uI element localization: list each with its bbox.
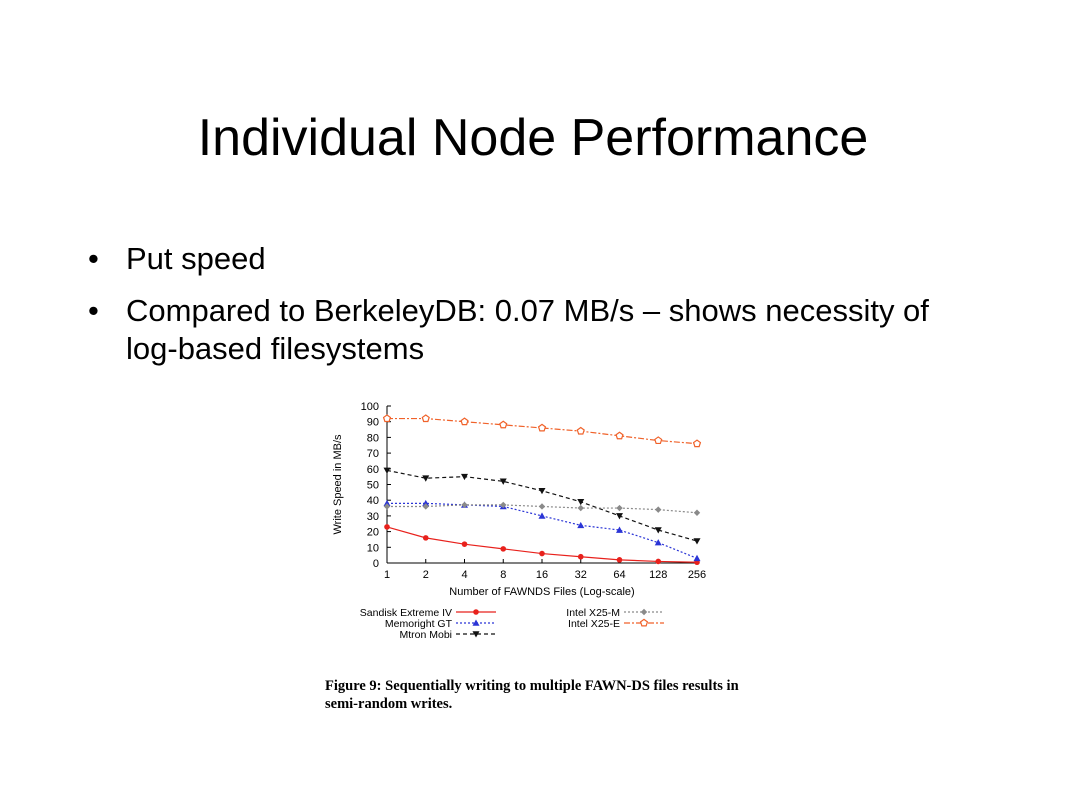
data-point-intel-x25-e [692, 439, 702, 448]
y-tick-label: 60 [367, 464, 379, 476]
data-point-sandisk-extreme-iv [577, 553, 584, 560]
series-line-intel-x25-e [387, 417, 698, 445]
y-tick-label: 0 [373, 558, 379, 570]
data-point-mtron-mobi [499, 478, 507, 485]
y-tick-label: 40 [367, 495, 379, 507]
legend-marker-intel-x25-m [640, 608, 648, 616]
data-point-memoright-gt [616, 526, 623, 533]
write-speed-chart: 0 10 20 30 40 50 60 70 80 90 100 1 2 4 8 16 32 64 128 256 Nu… [332, 401, 706, 641]
data-point-memoright-gt [422, 499, 430, 507]
data-point-intel-x25-m [383, 503, 391, 510]
y-tick-label: 30 [367, 511, 379, 523]
x-tick-label: 16 [536, 569, 548, 581]
legend-marker-intel-x25-e [639, 618, 649, 627]
x-tick-label: 8 [500, 569, 506, 581]
legend-label-sandisk-extreme-iv: Sandisk Extreme IV [360, 607, 452, 619]
y-axis-label: Write Speed in MB/s [332, 434, 344, 535]
data-point-intel-x25-e [460, 417, 469, 426]
data-point-sandisk-extreme-iv [655, 558, 662, 565]
bullet-list: Put speed Compared to BerkeleyDB: 0.07 M… [88, 240, 988, 382]
y-tick-label: 80 [367, 432, 379, 444]
data-point-memoright-gt [693, 554, 701, 562]
data-point-memoright-gt [538, 512, 546, 519]
data-point-sandisk-extreme-iv [539, 550, 545, 557]
data-point-intel-x25-e [499, 420, 508, 429]
y-tick-label: 20 [367, 527, 379, 539]
x-tick-label: 256 [688, 569, 706, 581]
data-point-mtron-mobi [616, 513, 623, 520]
data-point-mtron-mobi [577, 498, 585, 506]
data-point-sandisk-extreme-iv [422, 535, 429, 541]
data-point-intel-x25-m [461, 501, 468, 509]
data-point-memoright-gt [577, 521, 585, 529]
slide-title: Individual Node Performance [197, 109, 869, 167]
data-point-intel-x25-m [538, 503, 546, 510]
data-point-intel-x25-m [693, 509, 701, 516]
y-tick-label: 90 [367, 417, 379, 429]
legend-label-intel-x25-e: Intel X25-E [568, 618, 620, 630]
data-point-intel-x25-e [382, 414, 392, 423]
x-tick-label: 4 [461, 569, 467, 581]
bullet-berkeleydb-comparison: Compared to BerkeleyDB: 0.07 MB/s – show… [88, 292, 988, 368]
legend-marker-mtron-mobi [472, 631, 480, 638]
figure-caption: Figure 9: Sequentially writing to multip… [325, 678, 739, 712]
bullet-put-speed: Put speed [88, 240, 988, 278]
data-point-sandisk-extreme-iv [461, 541, 468, 547]
data-point-intel-x25-e [537, 423, 547, 432]
legend-marker-memoright-gt [472, 619, 480, 626]
legend-marker-sandisk-extreme-iv [473, 609, 479, 615]
y-tick-label: 100 [361, 401, 379, 413]
data-point-sandisk-extreme-iv [500, 546, 507, 552]
x-tick-label: 64 [613, 569, 625, 581]
data-point-mtron-mobi [461, 473, 468, 481]
data-point-sandisk-extreme-iv [384, 524, 390, 530]
series-line-sandisk-extreme-iv [386, 526, 698, 563]
x-axis-label: Number of FAWNDS Files (Log-scale) [449, 586, 634, 598]
data-point-mtron-mobi [693, 538, 701, 545]
y-tick-label: 70 [367, 448, 379, 460]
data-point-memoright-gt [383, 499, 391, 507]
data-point-sandisk-extreme-iv [616, 557, 623, 563]
data-point-intel-x25-e [654, 436, 663, 445]
x-tick-label: 128 [649, 569, 667, 581]
data-point-intel-x25-m [577, 504, 584, 512]
legend-label-mtron-mobi: Mtron Mobi [399, 629, 452, 641]
data-point-mtron-mobi [383, 467, 391, 474]
x-tick-label: 2 [423, 569, 429, 581]
y-tick-label: 10 [367, 542, 379, 554]
data-point-intel-x25-m [422, 503, 429, 510]
data-point-intel-x25-m [500, 501, 507, 509]
data-point-intel-x25-m [616, 504, 623, 512]
data-point-mtron-mobi [538, 487, 546, 495]
data-point-memoright-gt [654, 539, 662, 546]
x-tick-label: 1 [384, 569, 390, 581]
legend-label-memoright-gt: Memoright GT [385, 618, 453, 630]
data-point-mtron-mobi [654, 527, 662, 534]
data-point-intel-x25-e [421, 414, 430, 423]
data-point-intel-x25-m [655, 506, 662, 513]
series-line-memoright-gt [387, 502, 698, 559]
data-point-intel-x25-e [576, 426, 585, 435]
data-point-mtron-mobi [422, 475, 430, 482]
legend-label-intel-x25-m: Intel X25-M [566, 607, 620, 619]
data-point-intel-x25-e [615, 431, 624, 440]
y-tick-label: 50 [367, 480, 379, 492]
x-tick-label: 32 [575, 569, 587, 581]
